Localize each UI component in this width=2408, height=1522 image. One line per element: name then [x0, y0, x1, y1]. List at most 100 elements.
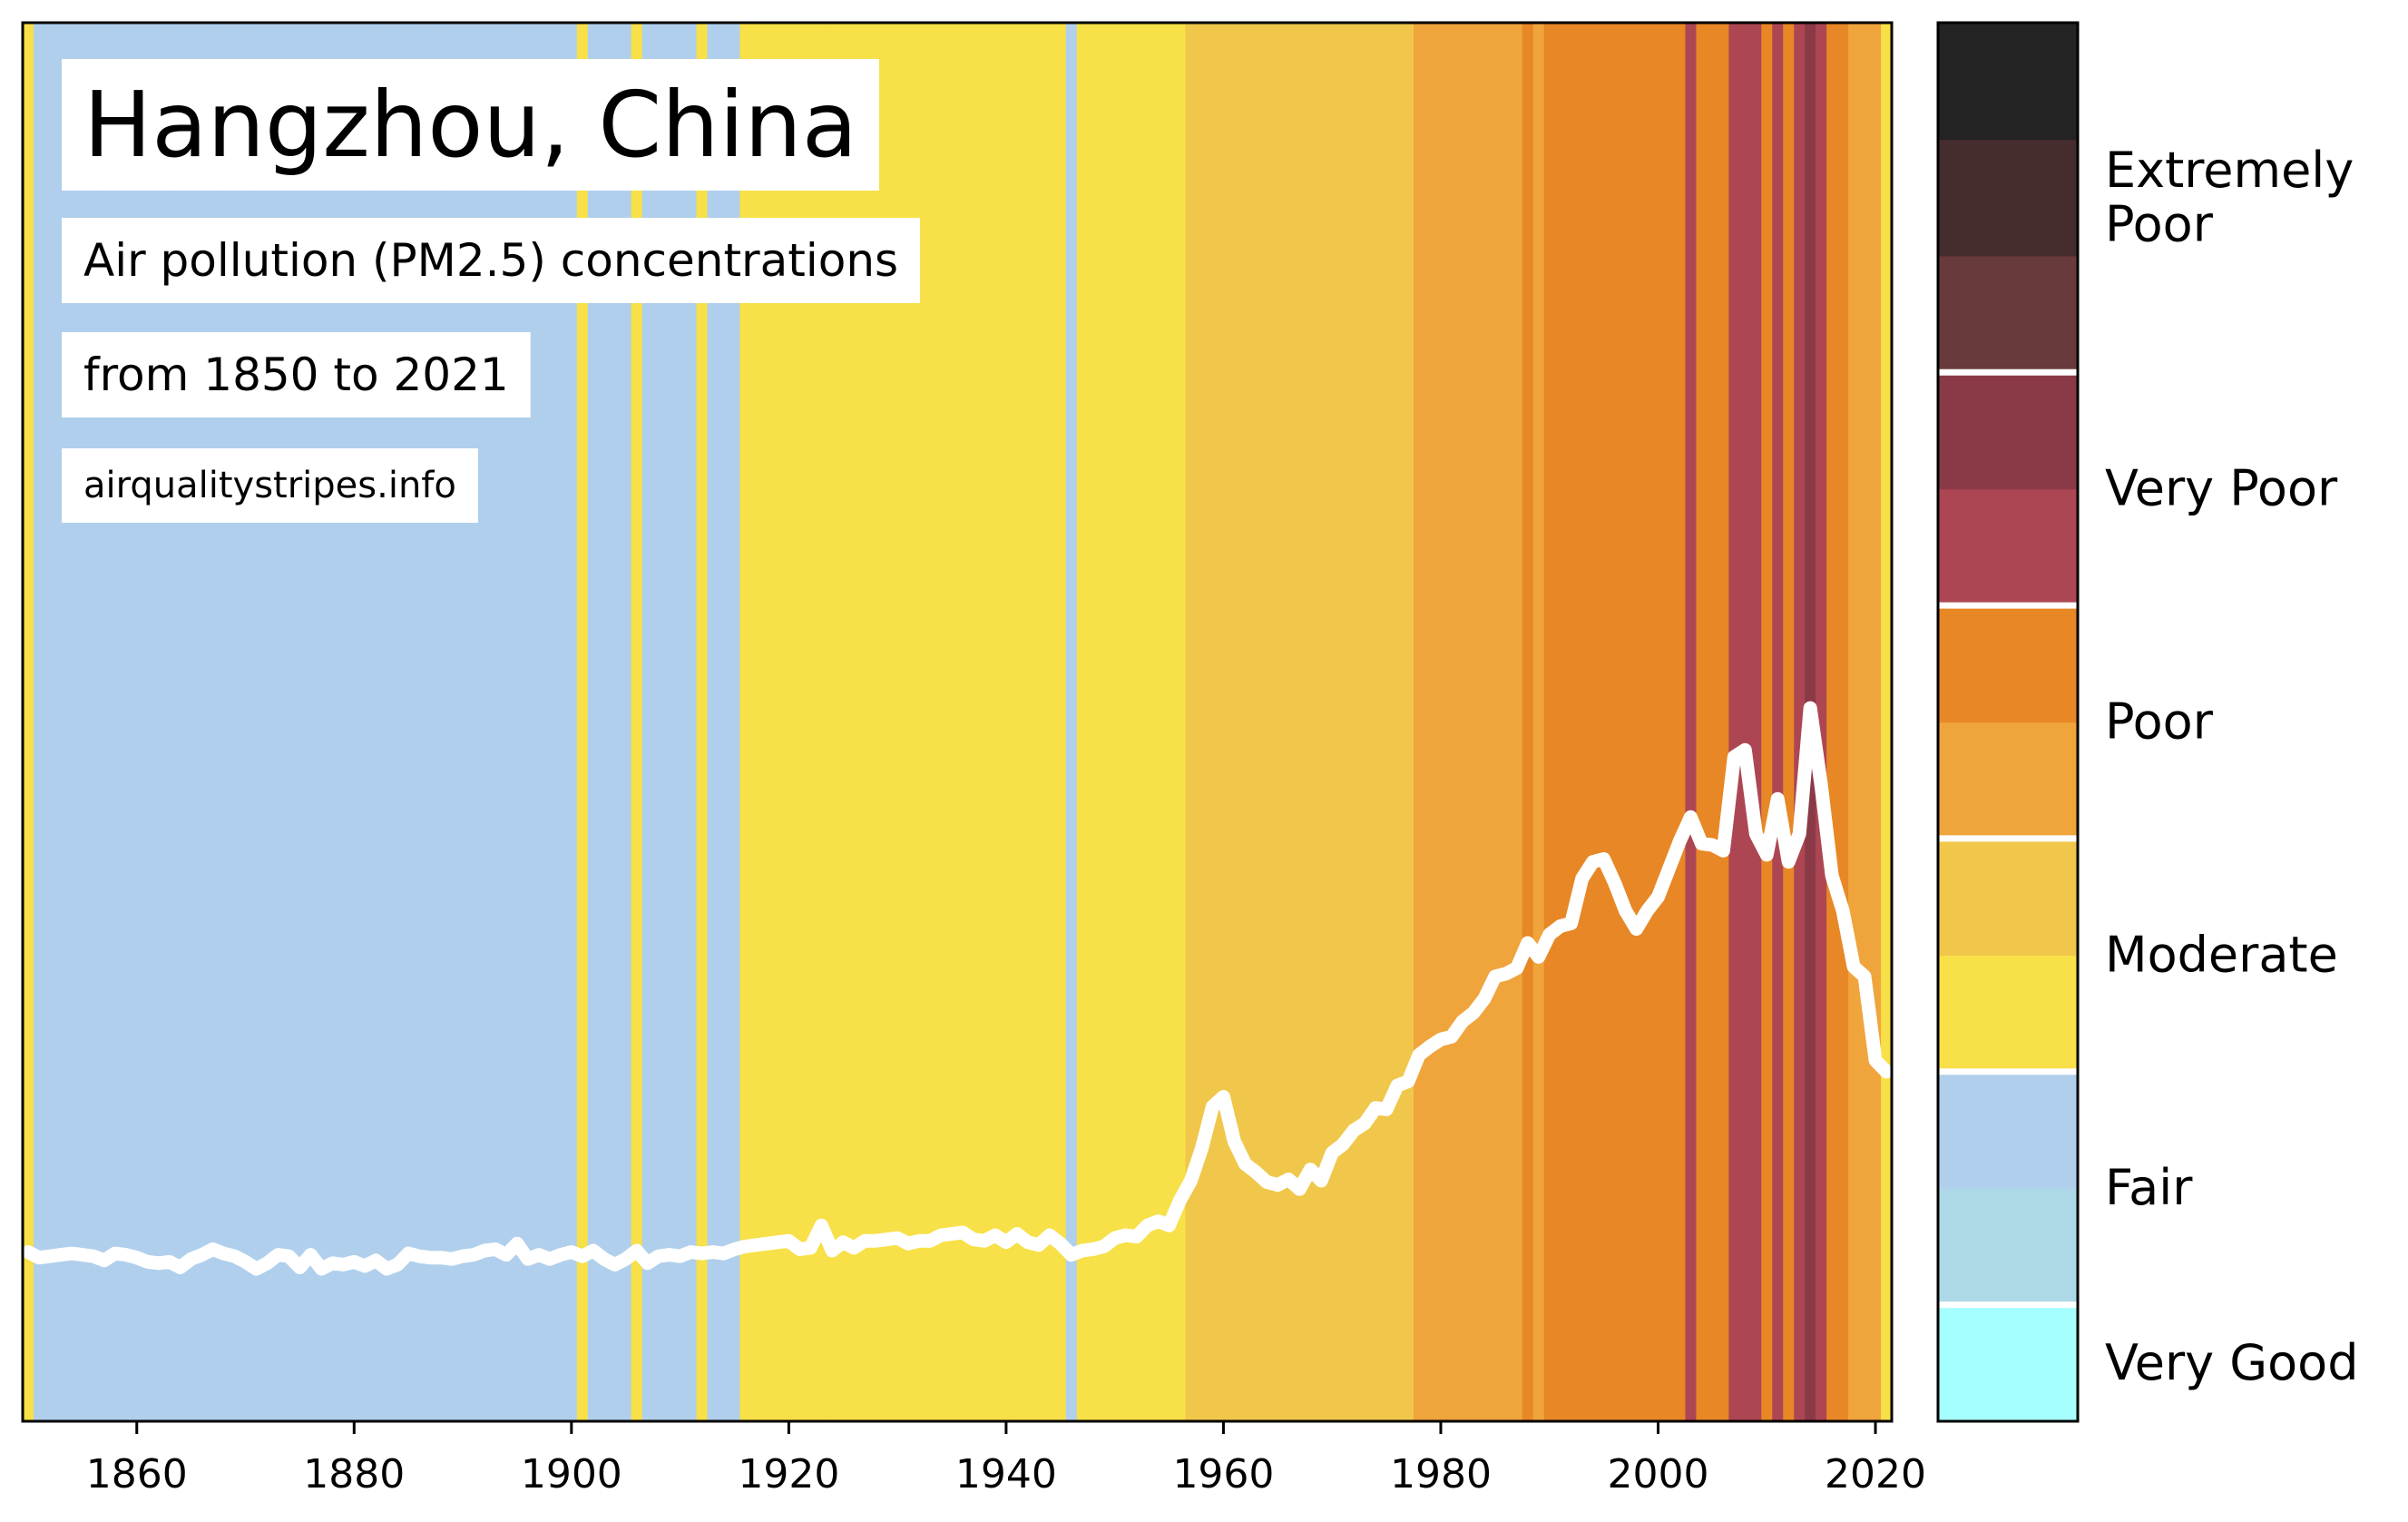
stripe [1424, 23, 1436, 1421]
stripe [1598, 23, 1610, 1421]
stripe [1750, 23, 1762, 1421]
stripe [663, 23, 676, 1421]
stripe [1685, 23, 1698, 1421]
stripe [914, 23, 925, 1421]
stripe [1772, 23, 1784, 1421]
stripe [1359, 23, 1371, 1421]
colorbar-cell [1938, 1188, 2078, 1306]
plot-frame [21, 21, 1894, 1423]
stripe [1326, 23, 1338, 1421]
stripe [1403, 23, 1414, 1421]
stripe [1826, 23, 1838, 1421]
stripe [576, 23, 589, 1421]
stripe [1000, 23, 1013, 1421]
stripe [696, 23, 709, 1421]
stripe [1185, 23, 1198, 1421]
stripe [1174, 23, 1187, 1421]
stripe [750, 23, 763, 1421]
stripe [1152, 23, 1165, 1421]
text-box [62, 59, 879, 191]
stripe [1609, 23, 1621, 1421]
colorbar-cell [1938, 1304, 2078, 1422]
stripe [1337, 23, 1349, 1421]
stripe [816, 23, 827, 1421]
stripe [1663, 23, 1676, 1421]
stripe [1816, 23, 1827, 1421]
stripe [652, 23, 665, 1421]
line-layer [21, 701, 1894, 1276]
text-box [62, 218, 921, 303]
stripe [1392, 23, 1404, 1421]
x-tick-label: 2020 [1825, 1451, 1926, 1497]
stripe [1707, 23, 1718, 1421]
text-box [62, 332, 531, 417]
stripe [1022, 23, 1034, 1421]
colorbar-cell [1938, 139, 2078, 257]
colorbar-label: Fair [2105, 1159, 2193, 1216]
stripe [1033, 23, 1045, 1421]
stripe [783, 23, 795, 1421]
stripe [837, 23, 849, 1421]
stripe [1794, 23, 1806, 1421]
stripe [1467, 23, 1480, 1421]
colorbar-cell [1938, 955, 2078, 1073]
x-tick-label: 1900 [521, 1451, 622, 1497]
stripe [1456, 23, 1469, 1421]
x-tick-label: 1980 [1390, 1451, 1492, 1497]
stripe [1587, 23, 1600, 1421]
subtitle: Air pollution (PM2.5) concentrations [83, 234, 898, 287]
x-tick-label: 2000 [1608, 1451, 1709, 1497]
stripe [925, 23, 936, 1421]
stripe [772, 23, 784, 1421]
stripe [1500, 23, 1512, 1421]
colorbar-cell [1938, 372, 2078, 490]
stripe [1098, 23, 1111, 1421]
stripe [1207, 23, 1219, 1421]
stripe [674, 23, 687, 1421]
stripe [718, 23, 730, 1421]
stripe [1283, 23, 1295, 1421]
stripe [1065, 23, 1078, 1421]
text-boxes: Hangzhou, China Air pollution (PM2.5) co… [62, 59, 921, 523]
colorbar-label: Poor [2105, 693, 2214, 751]
stripe [1196, 23, 1209, 1421]
stripe [1228, 23, 1240, 1421]
stripe [641, 23, 654, 1421]
stripe [1370, 23, 1382, 1421]
stripe [1120, 23, 1132, 1421]
source: airqualitystripes.info [83, 465, 456, 506]
stripe [1141, 23, 1154, 1421]
colorbar-label: Extremely Poor [2105, 142, 2354, 252]
stripe [1305, 23, 1317, 1421]
stripe [967, 23, 980, 1421]
colorbar: Very Good Fair Moderate Poor Very Poor Extrem… [1936, 21, 2359, 1423]
stripe [707, 23, 719, 1421]
stripe [1522, 23, 1534, 1421]
stripe [609, 23, 622, 1421]
colorbar-cell [1938, 605, 2078, 723]
stripe [1859, 23, 1871, 1421]
stripe [554, 23, 567, 1421]
pollution-line [21, 701, 1894, 1276]
stripe [1445, 23, 1458, 1421]
stripe [1414, 23, 1425, 1421]
chart-title: Hangzhou, China [83, 72, 857, 178]
x-tick-label: 1920 [738, 1451, 839, 1497]
stripe [1434, 23, 1447, 1421]
stripe [1543, 23, 1556, 1421]
colorbar-cell [1938, 255, 2078, 373]
stripe [1348, 23, 1360, 1421]
stripe [1218, 23, 1230, 1421]
x-axis: 1860 1880 1900 1920 1940 1960 1980 2000 2020 [86, 1421, 1926, 1497]
stripe [587, 23, 600, 1421]
text-box [62, 448, 478, 523]
stripe [1511, 23, 1523, 1421]
stripe [859, 23, 871, 1421]
colorbar-cell [1938, 722, 2078, 840]
stripe [761, 23, 773, 1421]
stripe [957, 23, 969, 1421]
stripe [1131, 23, 1143, 1421]
stripe [1554, 23, 1567, 1421]
